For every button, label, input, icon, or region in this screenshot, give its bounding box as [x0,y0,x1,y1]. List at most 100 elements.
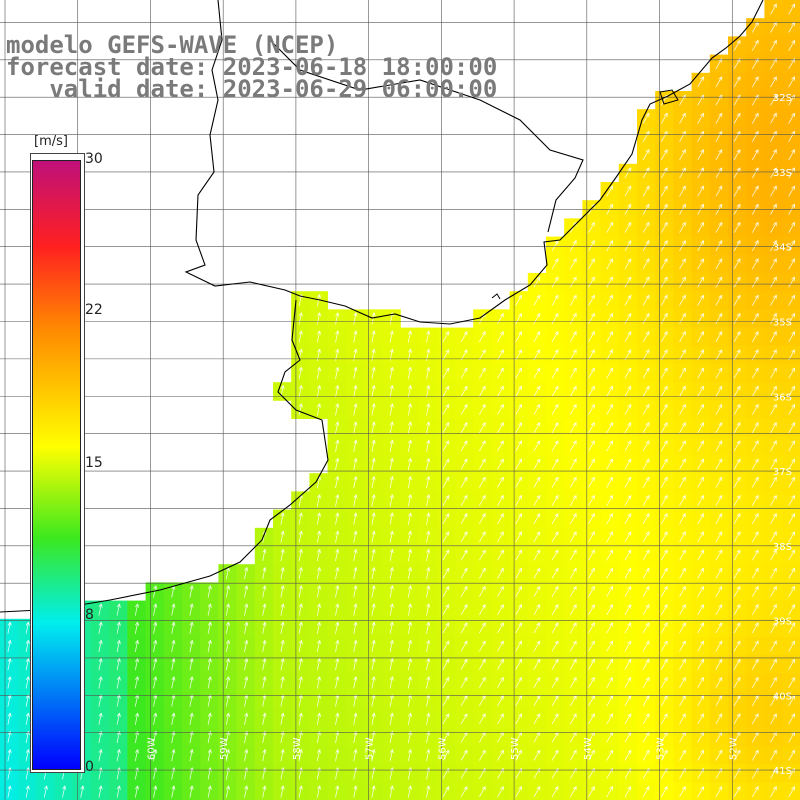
wind-vector-arrow [389,621,394,634]
wind-vector-arrow [642,458,650,470]
wind-vector-arrow [533,349,541,361]
wind-vector-arrow [751,440,759,452]
wind-vector-arrow [171,621,176,634]
wind-vector-arrow [407,621,412,634]
wind-vector-arrow [25,785,30,798]
wind-vector-arrow [371,621,376,634]
wind-vector-arrow [733,385,741,397]
wind-vector-arrow [770,240,777,252]
wind-vector-arrow [116,639,121,653]
wind-vector-arrow [551,640,559,652]
wind-vector-arrow [569,240,577,252]
wind-vector-arrow [460,494,468,506]
wind-vector-arrow [189,658,194,671]
wind-vector-arrow [770,549,777,561]
wind-vector-arrow [606,786,614,798]
wind-vector-arrow [497,513,504,525]
wind-vector-arrow [788,494,796,506]
wind-vector-arrow [153,712,158,725]
wind-vector-arrow [606,258,614,270]
coastline-buenos-aires [0,299,329,613]
wind-vector-arrow [642,167,650,179]
wind-vector-arrow [478,749,486,761]
wind-vector-arrow [588,349,595,361]
wind-vector-arrow [25,676,30,689]
wind-vector-arrow [316,530,321,543]
wind-vector-arrow [153,785,158,798]
wind-vector-arrow [624,458,632,470]
wind-vector-arrow [280,749,285,762]
wind-vector-arrow [751,312,759,324]
wind-vector-arrow [478,494,486,506]
wind-vector-arrow [478,567,486,579]
wind-vector-arrow [442,749,450,761]
wind-vector-arrow [515,513,523,525]
wind-vector-arrow [460,367,468,379]
wind-vector-arrow [298,676,303,689]
wind-vector-arrow [189,585,194,598]
wind-vector-arrow [788,422,796,434]
wind-vector-arrow [679,713,686,725]
wind-vector-arrow [316,548,321,562]
wind-vector-arrow [660,422,668,434]
wind-vector-arrow [407,403,412,416]
wind-vector-arrow [751,349,759,361]
wind-vector-arrow [207,621,212,634]
wind-vector-arrow [642,440,650,452]
wind-vector-arrow [569,403,577,415]
wind-vector-arrow [426,494,431,507]
wind-vector-arrow [316,512,321,525]
wind-vector-arrow [697,312,705,324]
wind-vector-arrow [207,712,212,725]
wind-vector-arrow [569,786,577,798]
wind-vector-arrow [407,603,412,616]
wind-vector-arrow [697,367,705,379]
wind-vector-arrow [588,640,595,652]
wind-vector-arrow [569,604,577,616]
wind-vector-arrow [353,676,358,689]
wind-vector-arrow [116,676,121,689]
wind-vector-arrow [697,640,705,652]
wind-vector-arrow [225,785,230,798]
wind-vector-arrow [770,640,777,652]
wind-vector-arrow [353,712,358,725]
wind-vector-arrow [407,785,412,798]
wind-vector-arrow [335,621,340,634]
longitude-label: 55W [510,737,521,760]
wind-vector-arrow [515,604,523,616]
wind-vector-arrow [426,639,431,653]
wind-vector-arrow [733,567,741,579]
wind-vector-arrow [244,712,249,725]
wind-vector-arrow [770,312,777,324]
wind-vector-arrow [7,785,12,798]
wind-vector-arrow [733,240,741,252]
wind-vector-arrow [460,422,468,434]
wind-vector-arrow [788,658,796,670]
wind-vector-arrow [533,458,541,470]
wind-vector-arrow [715,76,723,88]
wind-vector-arrow [497,312,504,324]
wind-vector-arrow [116,603,121,616]
wind-vector-arrow [788,531,796,543]
wind-vector-arrow [335,639,340,653]
wind-vector-arrow [244,567,249,580]
wind-vector-arrow [751,185,759,197]
wind-vector-arrow [788,76,796,88]
wind-vector-arrow [442,476,450,488]
wind-vector-arrow [770,422,777,434]
wind-vector-arrow [733,458,741,470]
wind-vector-arrow [497,531,504,543]
wind-vector-arrow [606,312,614,324]
wind-vector-arrow [207,676,212,689]
wind-vector-arrow [569,713,577,725]
wind-vector-arrow [733,585,741,597]
wind-vector-arrow [515,786,523,798]
wind-vector-arrow [770,585,777,597]
wind-vector-arrow [697,440,705,452]
wind-vector-arrow [733,312,741,324]
wind-vector-arrow [533,604,541,616]
wind-vector-arrow [697,604,705,616]
wind-vector-arrow [733,622,741,634]
wind-vector-arrow [353,621,358,634]
